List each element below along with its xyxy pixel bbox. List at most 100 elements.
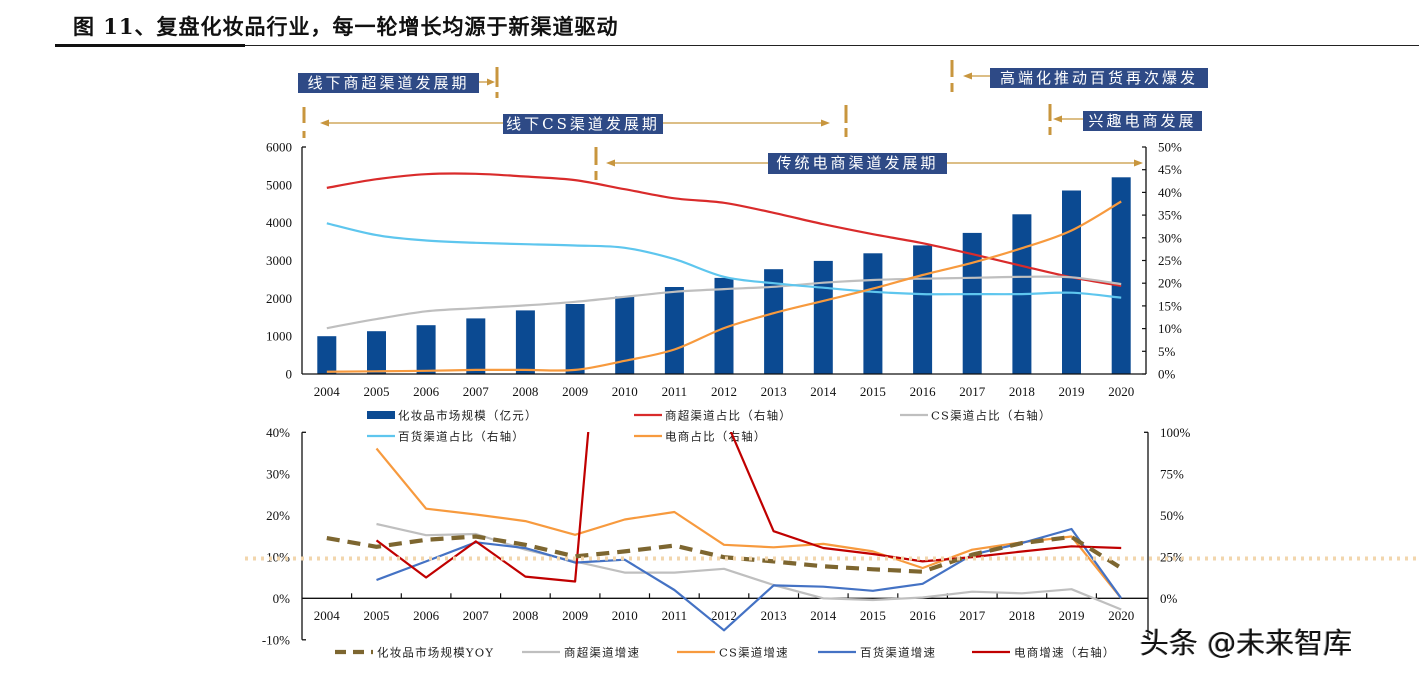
x-tick-label: 2010 xyxy=(612,608,638,623)
x-tick-label: 2016 xyxy=(910,384,937,399)
bar-market-size-2019 xyxy=(1062,190,1081,374)
legend-item: CS渠道占比（右轴） xyxy=(900,409,1052,423)
annotation-premium-department-store: 高端化推动百货再次爆发 xyxy=(990,68,1208,88)
period-boundary-dash xyxy=(1048,127,1052,135)
line-supermarket-share xyxy=(326,172,1122,287)
legend-label: 百货渠道占比（右轴） xyxy=(398,430,525,444)
legend-label: 化妆品市场规模（亿元） xyxy=(398,409,538,423)
x-tick-label: 2014 xyxy=(810,608,837,623)
arrow-right-icon xyxy=(821,119,830,127)
y-tick-label-left: 1000 xyxy=(266,329,292,344)
x-tick-label: 2013 xyxy=(761,608,787,623)
y-tick-label-left: 2000 xyxy=(266,291,292,306)
legend-item: 化妆品市场规模（亿元） xyxy=(367,409,538,423)
y-tick-label-left: 40% xyxy=(266,425,290,440)
y-tick-label-right: 25% xyxy=(1160,549,1184,564)
y-tick-label-left: 3000 xyxy=(266,253,292,268)
x-tick-label: 2007 xyxy=(463,608,490,623)
y-tick-label-left: 5000 xyxy=(266,177,292,192)
annotation-markers xyxy=(302,60,1143,180)
x-tick-label: 2008 xyxy=(512,608,538,623)
arrow-left-icon xyxy=(606,159,615,167)
arrow-left-icon xyxy=(963,72,972,80)
legend-item: CS渠道增速 xyxy=(677,646,789,660)
lower-chart: -10%0%10%20%30%40%0%25%50%75%100%2004200… xyxy=(245,425,1419,660)
bar-market-size-2006 xyxy=(416,325,436,374)
x-tick-label: 2020 xyxy=(1108,384,1134,399)
y-tick-label-right: 75% xyxy=(1160,466,1184,481)
legend-bar-swatch xyxy=(367,411,395,419)
period-boundary-dash xyxy=(950,60,954,77)
x-tick-label: 2006 xyxy=(413,384,440,399)
legend-label: 电商占比（右轴） xyxy=(665,430,767,444)
y-tick-label-right: 35% xyxy=(1158,208,1182,223)
legend-label: 商超渠道增速 xyxy=(564,646,640,660)
bar-market-size-2008 xyxy=(515,310,535,374)
line-cs-growth xyxy=(375,447,1123,599)
y-tick-label-right: 25% xyxy=(1158,253,1182,268)
legend-item: 电商增速（右轴） xyxy=(972,646,1114,660)
line-cs-share xyxy=(326,275,1122,330)
arrow-right-icon xyxy=(487,78,495,86)
y-tick-label-right: 50% xyxy=(1160,508,1184,523)
legend-item: 商超渠道增速 xyxy=(522,646,640,660)
x-tick-label: 2018 xyxy=(1009,384,1035,399)
legend-item: 电商占比（右轴） xyxy=(634,430,767,444)
period-boundary-dash xyxy=(950,83,954,92)
bar-market-size-2004 xyxy=(317,336,337,374)
x-tick-label: 2017 xyxy=(959,608,986,623)
legend-item: 百货渠道增速 xyxy=(818,646,936,660)
x-tick-label: 2017 xyxy=(959,384,986,399)
lower-plot-area xyxy=(326,432,1123,632)
x-tick-label: 2019 xyxy=(1059,384,1085,399)
arrow-left-icon xyxy=(320,119,329,127)
x-tick-label: 2004 xyxy=(314,384,341,399)
bar-market-size-2017 xyxy=(962,232,982,374)
y-tick-label-left: 30% xyxy=(266,466,290,481)
period-boundary-dash xyxy=(495,92,499,98)
y-tick-label-right: 20% xyxy=(1158,276,1182,291)
legend-label: CS渠道增速 xyxy=(719,646,789,660)
x-tick-label: 2019 xyxy=(1059,608,1085,623)
x-tick-label: 2012 xyxy=(711,384,737,399)
y-tick-label-right: 5% xyxy=(1158,344,1176,359)
bar-market-size-2020 xyxy=(1111,177,1131,374)
y-tick-label-right: 0% xyxy=(1158,367,1176,382)
watermark-text: 头条 @未来智库 xyxy=(1140,626,1353,660)
x-tick-label: 2014 xyxy=(810,384,837,399)
legend-label: 化妆品市场规模YOY xyxy=(377,646,494,660)
x-tick-label: 2011 xyxy=(662,384,688,399)
legend-label: 百货渠道增速 xyxy=(860,646,936,660)
line-ecommerce-share xyxy=(326,200,1122,373)
x-tick-label: 2010 xyxy=(612,384,638,399)
period-boundary-dash xyxy=(844,105,848,123)
x-tick-label: 2005 xyxy=(364,384,390,399)
legend-label: CS渠道占比（右轴） xyxy=(931,409,1052,423)
bar-market-size-2014 xyxy=(813,260,833,374)
y-tick-label-right: 50% xyxy=(1158,140,1182,155)
bar-market-size-2007 xyxy=(466,318,486,374)
annotation-interest-ecommerce: 兴趣电商发展 xyxy=(1083,111,1202,131)
bar-market-size-2012 xyxy=(714,277,734,374)
legend-item: 百货渠道占比（右轴） xyxy=(367,430,525,444)
y-tick-label-left: -10% xyxy=(262,632,290,647)
bar-market-size-2010 xyxy=(615,296,635,374)
period-boundary-dash xyxy=(844,128,848,137)
legend-item: 商超渠道占比（右轴） xyxy=(634,409,791,423)
period-boundary-dash xyxy=(594,147,598,165)
y-tick-label-right: 30% xyxy=(1158,230,1182,245)
y-tick-label-right: 40% xyxy=(1158,185,1182,200)
x-tick-label: 2005 xyxy=(364,608,390,623)
y-tick-label-right: 45% xyxy=(1158,162,1182,177)
x-tick-label: 2015 xyxy=(860,384,886,399)
y-tick-label-left: 0 xyxy=(286,367,293,382)
upper-chart: 0 1000 2000 3000 4000 5000 6000 0% 5% 10% 15% 20% 25… xyxy=(266,140,1182,444)
x-tick-label: 2016 xyxy=(910,608,937,623)
period-boundary-dash xyxy=(594,171,598,180)
y-tick-label-right: 15% xyxy=(1158,298,1182,313)
bar-market-size-2013 xyxy=(764,269,784,374)
line-ecommerce-growth xyxy=(375,432,1122,583)
x-tick-label: 2007 xyxy=(463,384,490,399)
arrow-right-icon xyxy=(1134,159,1143,167)
